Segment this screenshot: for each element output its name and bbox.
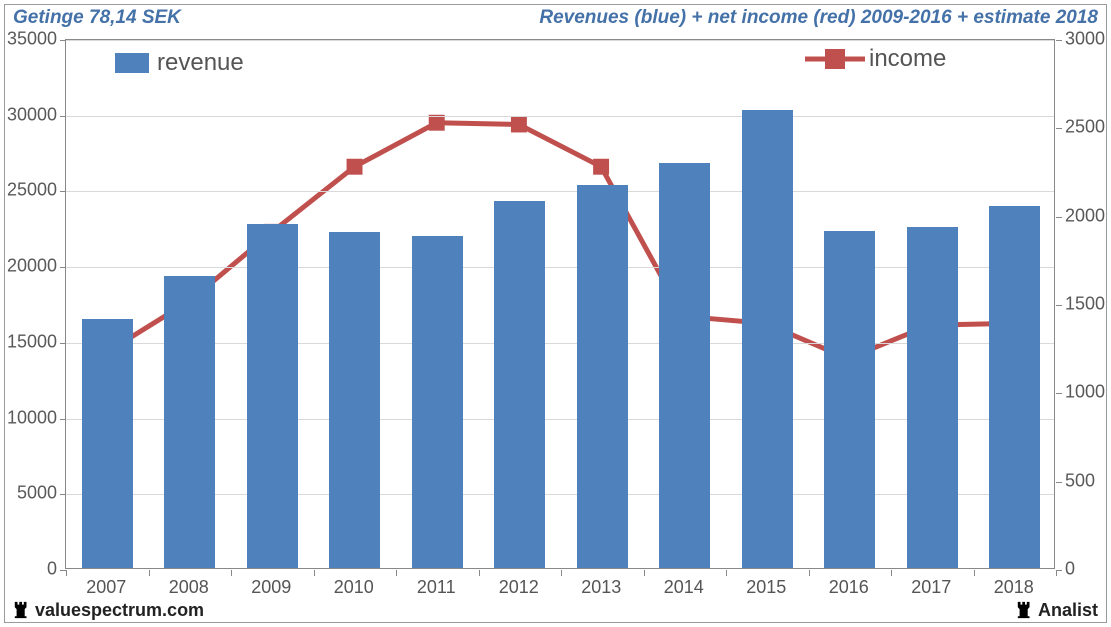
- x-tick: [1056, 570, 1057, 576]
- x-label: 2017: [911, 577, 951, 598]
- y-label-right: 1500: [1065, 294, 1105, 315]
- legend-income-label: income: [869, 45, 946, 73]
- x-tick: [809, 570, 810, 576]
- rook-icon: [13, 600, 31, 620]
- title-right: Revenues (blue) + net income (red) 2009-…: [539, 7, 1098, 29]
- y-label-right: 0: [1065, 559, 1075, 580]
- revenue-bar: [494, 201, 545, 568]
- x-label: 2011: [417, 577, 456, 598]
- y-label-left: 20000: [7, 256, 57, 277]
- x-label: 2010: [334, 577, 374, 598]
- y-tick-left: [60, 116, 66, 117]
- x-label: 2018: [994, 577, 1034, 598]
- x-label: 2009: [251, 577, 291, 598]
- x-label: 2013: [581, 577, 621, 598]
- x-tick: [231, 570, 232, 576]
- footer-right-text: Analist: [1038, 600, 1098, 621]
- y-tick-left: [60, 191, 66, 192]
- x-tick: [149, 570, 150, 576]
- y-tick-right: [1056, 40, 1062, 41]
- x-tick: [396, 570, 397, 576]
- x-tick: [891, 570, 892, 576]
- footer: valuespectrum.com Analist: [5, 598, 1106, 622]
- income-line: [108, 123, 1012, 359]
- y-label-left: 30000: [7, 104, 57, 125]
- x-tick: [479, 570, 480, 576]
- footer-left-text: valuespectrum.com: [35, 600, 204, 621]
- legend-revenue-label: revenue: [157, 49, 244, 77]
- header: Getinge 78,14 SEK Revenues (blue) + net …: [5, 5, 1106, 31]
- title-left: Getinge 78,14 SEK: [13, 7, 181, 29]
- plot-area: [65, 39, 1055, 569]
- chart-frame: Getinge 78,14 SEK Revenues (blue) + net …: [4, 4, 1107, 623]
- y-tick-left: [60, 343, 66, 344]
- y-tick-right: [1056, 305, 1062, 306]
- x-tick: [66, 570, 67, 576]
- revenue-bar: [329, 232, 380, 568]
- footer-right: Analist: [1016, 600, 1098, 621]
- grid-line: [66, 191, 1054, 192]
- income-marker: [429, 115, 445, 131]
- y-tick-left: [60, 419, 66, 420]
- y-label-left: 15000: [7, 331, 57, 352]
- x-label: 2015: [746, 577, 786, 598]
- revenue-bar: [247, 224, 298, 569]
- x-tick: [726, 570, 727, 576]
- x-label: 2016: [829, 577, 869, 598]
- x-tick: [561, 570, 562, 576]
- revenue-bar: [989, 206, 1040, 568]
- x-label: 2014: [664, 577, 704, 598]
- y-tick-right: [1056, 217, 1062, 218]
- income-marker: [511, 117, 527, 133]
- x-label: 2008: [169, 577, 209, 598]
- y-label-left: 10000: [7, 407, 57, 428]
- y-tick-right: [1056, 128, 1062, 129]
- y-tick-left: [60, 494, 66, 495]
- legend-revenue: revenue: [115, 49, 244, 77]
- x-tick: [314, 570, 315, 576]
- legend-revenue-swatch: [115, 53, 149, 73]
- y-label-right: 500: [1065, 470, 1095, 491]
- y-label-left: 35000: [7, 29, 57, 50]
- y-label-right: 2000: [1065, 205, 1105, 226]
- income-marker: [347, 159, 363, 175]
- footer-left: valuespectrum.com: [13, 600, 204, 621]
- y-tick-left: [60, 40, 66, 41]
- grid-line: [66, 40, 1054, 41]
- revenue-bar: [742, 110, 793, 568]
- x-label: 2012: [499, 577, 539, 598]
- revenue-bar: [412, 236, 463, 568]
- y-label-left: 5000: [7, 483, 57, 504]
- y-tick-right: [1056, 393, 1062, 394]
- y-label-right: 3000: [1065, 29, 1105, 50]
- legend-income-swatch: [805, 47, 865, 71]
- revenue-bar: [824, 231, 875, 568]
- x-label: 2007: [86, 577, 126, 598]
- x-tick: [974, 570, 975, 576]
- y-tick-left: [60, 267, 66, 268]
- grid-line: [66, 116, 1054, 117]
- y-label-left: 0: [7, 559, 57, 580]
- revenue-bar: [164, 276, 215, 568]
- x-tick: [644, 570, 645, 576]
- y-label-right: 1000: [1065, 382, 1105, 403]
- rook-icon: [1016, 600, 1034, 620]
- legend-income: income: [805, 45, 946, 73]
- revenue-bar: [577, 185, 628, 568]
- y-label-right: 2500: [1065, 117, 1105, 138]
- income-marker: [593, 159, 609, 175]
- revenue-bar: [907, 227, 958, 568]
- revenue-bar: [82, 319, 133, 568]
- revenue-bar: [659, 163, 710, 568]
- y-tick-right: [1056, 482, 1062, 483]
- y-label-left: 25000: [7, 180, 57, 201]
